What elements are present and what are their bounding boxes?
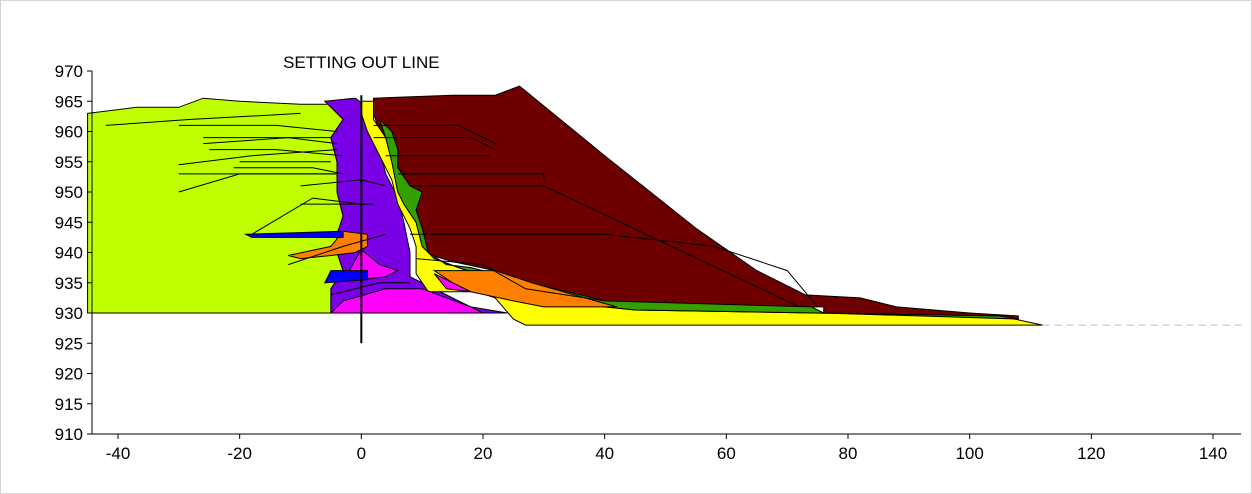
annotations: SETTING OUT LINE [283,53,440,344]
lift-line-8 [233,167,344,175]
x-tick-label: -40 [106,444,131,463]
lift-line-16 [373,137,496,151]
setting-out-line-label: SETTING OUT LINE [283,53,440,72]
region-blanket-11 [323,270,368,284]
region-blanket-10 [243,230,344,238]
lift-lines [105,112,1245,326]
x-tick-label: 120 [1077,444,1105,463]
lift-line-9 [178,173,337,193]
x-tick-label: -20 [227,444,252,463]
lift-line-12 [251,197,362,235]
axes: 910 915 920 925 930 935 940 945 950 955 960 965 970 -… [55,62,1241,463]
x-tick-label: 100 [955,444,983,463]
region-transition-4 [379,119,1019,320]
region-toe-zone-7 [329,288,484,314]
y-tick-label: 955 [55,153,83,172]
lift-line-13 [288,233,386,266]
x-tick-label: 80 [839,444,858,463]
lift-line-19 [410,185,800,308]
y-tick-label: 935 [55,274,83,293]
y-tick-label: 915 [55,395,83,414]
lift-line-21 [416,258,605,302]
lift-line-18 [397,173,545,180]
lift-line-14 [330,282,410,296]
y-tick-label: 940 [55,244,83,263]
lift-line-1 [178,124,338,132]
x-tick-label: 60 [717,444,736,463]
lift-line-15 [373,124,496,145]
y-tick-label: 960 [55,123,83,142]
x-tick-label: 40 [595,444,614,463]
region-toe-zone-9 [433,273,472,293]
region-original-ground-0 [87,97,344,314]
y-tick-label: 965 [55,92,83,111]
y-tick-label: 910 [55,425,83,444]
lift-line-5 [178,149,338,166]
y-tick-label: 920 [55,365,83,384]
y-tick-label: 950 [55,183,83,202]
lift-line-4 [209,149,344,157]
y-tick-label: 970 [55,62,83,81]
y-tick-label: 930 [55,304,83,323]
material-regions [87,85,1043,326]
x-tick-label: 0 [357,444,366,463]
x-tick-label: 20 [474,444,493,463]
y-tick-label: 945 [55,213,83,232]
lift-line-20 [410,233,818,308]
x-tick-label: 140 [1199,444,1227,463]
y-tick-label: 925 [55,334,83,353]
lift-line-0 [105,112,301,126]
